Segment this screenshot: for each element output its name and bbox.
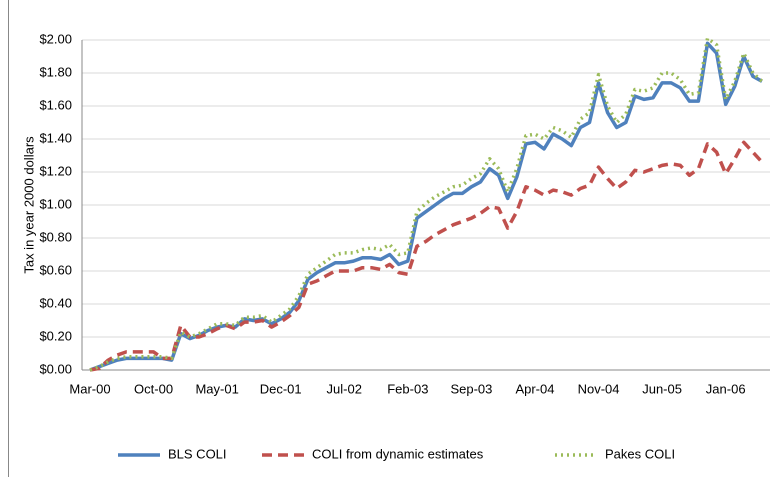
y-tick-label: $1.20: [39, 163, 72, 178]
x-tick-label: Jul-02: [327, 381, 362, 396]
x-tick-label: Nov-04: [578, 381, 620, 396]
y-tick-label: $0.60: [39, 262, 72, 277]
y-tick-label: $1.40: [39, 130, 72, 145]
series-line: [89, 36, 764, 372]
y-axis-label: Tax in year 2000 dollars: [21, 136, 36, 274]
legend-label: Pakes COLI: [605, 446, 675, 461]
x-tick-label: Sep-03: [450, 381, 492, 396]
y-tick-label: $0.40: [39, 295, 72, 310]
x-tick-label: Jan-06: [706, 381, 746, 396]
y-tick-label: $1.00: [39, 196, 72, 211]
x-tick-label: Jun-05: [642, 381, 682, 396]
y-tick-label: $1.80: [39, 64, 72, 79]
y-tick-label: $0.80: [39, 229, 72, 244]
series-line: [89, 140, 764, 372]
y-tick-label: $0.20: [39, 328, 72, 343]
legend-label: BLS COLI: [168, 446, 227, 461]
y-tick-label: $2.00: [39, 31, 72, 46]
y-tick-label: $1.60: [39, 97, 72, 112]
x-tick-label: May-01: [195, 381, 238, 396]
x-tick-label: Mar-00: [69, 381, 110, 396]
legend-label: COLI from dynamic estimates: [312, 446, 484, 461]
x-tick-label: Dec-01: [260, 381, 302, 396]
x-tick-label: Oct-00: [134, 381, 173, 396]
chart-border: [8, 0, 9, 477]
series-line: [89, 41, 763, 372]
x-tick-label: Apr-04: [515, 381, 554, 396]
y-tick-label: $0.00: [39, 361, 72, 376]
x-tick-label: Feb-03: [387, 381, 428, 396]
